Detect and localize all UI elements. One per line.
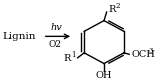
Text: 2: 2 — [115, 2, 120, 10]
Text: 1: 1 — [71, 51, 76, 59]
Text: O2: O2 — [49, 40, 62, 49]
Text: R: R — [108, 5, 115, 14]
Text: OH: OH — [96, 71, 112, 80]
Text: R: R — [63, 54, 70, 63]
Text: hv: hv — [51, 23, 62, 32]
Text: OCH: OCH — [131, 50, 155, 59]
Text: Lignin: Lignin — [2, 32, 36, 41]
Text: 3: 3 — [148, 47, 153, 55]
